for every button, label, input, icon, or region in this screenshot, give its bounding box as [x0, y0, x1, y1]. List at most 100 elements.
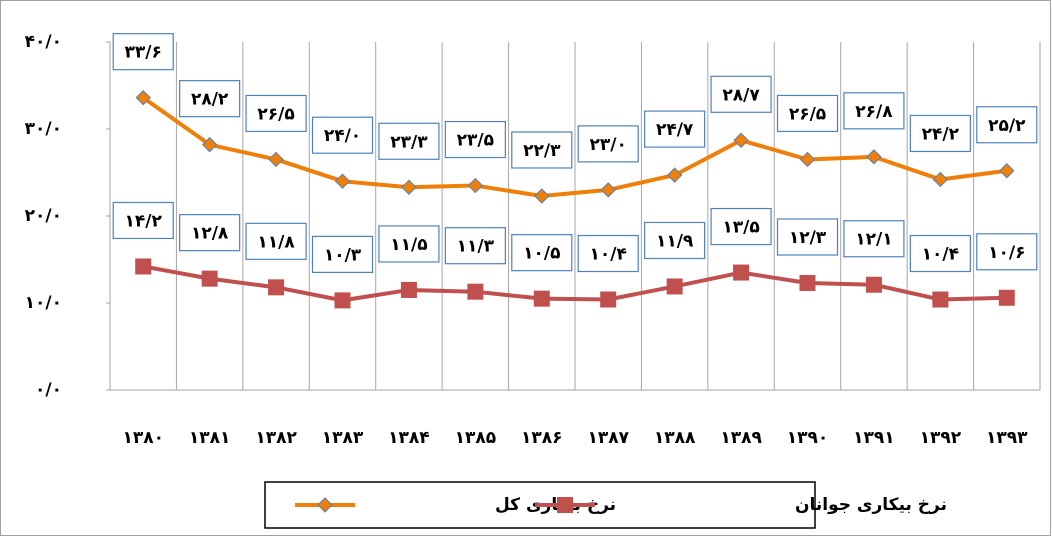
y-tick-label: ۱۰/۰	[25, 293, 62, 313]
data-label: ۱۱/۹	[656, 231, 694, 251]
marker	[268, 279, 285, 296]
marker	[467, 177, 484, 194]
legend-label: نرخ بیکاری جوانان	[795, 495, 947, 515]
data-label-box	[311, 235, 374, 273]
data-label: ۲۴/۰	[324, 126, 361, 146]
marker	[999, 163, 1015, 179]
data-label-box	[644, 110, 706, 148]
x-tick-label: ۱۳۸۹	[720, 428, 762, 448]
data-label-box	[112, 33, 174, 71]
data-label-box	[511, 131, 573, 169]
data-label: ۱۰/۶	[988, 243, 1025, 263]
data-label-box	[776, 94, 839, 133]
marker	[666, 167, 683, 183]
data-label: ۲۳/۵	[457, 131, 494, 151]
marker	[866, 149, 882, 165]
series-line	[142, 264, 1007, 303]
data-label-box	[776, 218, 839, 256]
data-label-box	[378, 225, 440, 263]
x-tick-label: ۱۳۹۲	[920, 428, 962, 448]
data-label-box	[311, 116, 374, 154]
marker	[799, 274, 816, 291]
legend-marker	[557, 497, 573, 513]
data-label: ۱۱/۳	[457, 237, 495, 257]
x-tick-label: ۱۳۸۵	[455, 428, 497, 448]
legend-marker	[317, 497, 333, 513]
marker	[733, 264, 750, 281]
marker	[268, 151, 284, 168]
data-label: ۱۱/۸	[257, 232, 295, 252]
x-tick-label: ۱۳۸۸	[654, 428, 696, 448]
data-label: ۲۳/۰	[590, 135, 627, 155]
data-label: ۲۸/۲	[191, 90, 229, 110]
data-label: ۱۳/۵	[722, 218, 759, 238]
data-label: ۱۰/۳	[324, 245, 362, 265]
y-tick-label: ۲۰/۰	[25, 206, 62, 226]
data-label: ۱۰/۴	[922, 245, 959, 265]
series-line	[142, 96, 1008, 198]
x-tick-label: ۱۳۸۱	[189, 428, 231, 448]
marker	[600, 182, 616, 198]
marker	[334, 292, 351, 309]
data-label-box	[577, 125, 639, 163]
marker	[600, 291, 617, 308]
marker	[135, 89, 151, 106]
x-tick-label: ۱۳۸۳	[322, 428, 364, 448]
data-label: ۲۲/۳	[523, 141, 561, 161]
data-label-box	[843, 220, 905, 258]
data-label-box	[843, 92, 905, 130]
data-label-box	[909, 114, 971, 153]
data-label: ۲۶/۸	[855, 102, 893, 122]
data-label-box	[577, 234, 639, 273]
data-label: ۲۵/۲	[988, 116, 1026, 136]
data-label: ۲۶/۵	[789, 104, 826, 124]
data-label-box	[976, 106, 1038, 144]
data-label-box	[444, 227, 506, 265]
data-label-box	[179, 80, 241, 118]
data-label: ۱۴/۲	[125, 211, 163, 231]
data-label-box	[909, 234, 971, 273]
marker	[401, 179, 417, 195]
data-label-box	[976, 233, 1038, 271]
data-label: ۲۶/۵	[257, 104, 294, 124]
data-label-box	[444, 120, 506, 159]
data-label: ۱۰/۵	[523, 244, 560, 264]
data-label: ۱۰/۴	[590, 245, 627, 265]
marker	[201, 136, 218, 153]
marker	[534, 188, 550, 204]
data-label: ۳۳/۶	[125, 43, 162, 63]
data-label: ۱۲/۱	[855, 230, 892, 250]
marker	[932, 171, 949, 188]
marker	[467, 283, 484, 300]
data-label: ۲۸/۷	[722, 85, 760, 105]
data-label: ۱۲/۸	[191, 224, 229, 244]
marker	[998, 289, 1015, 306]
y-tick-label: ۴۰/۰	[25, 32, 62, 52]
x-tick-label: ۱۳۹۰	[787, 428, 829, 448]
x-tick-label: ۱۳۸۲	[255, 428, 297, 448]
data-label-box	[179, 214, 241, 252]
y-tick-label: ۳۰/۰	[25, 119, 62, 139]
data-label-box	[710, 75, 772, 113]
x-tick-label: ۱۳۸۴	[388, 428, 430, 448]
marker	[334, 173, 351, 189]
marker	[799, 151, 816, 168]
data-label: ۲۳/۳	[390, 132, 428, 152]
marker	[135, 258, 152, 275]
marker	[666, 278, 683, 295]
data-label-box	[378, 122, 440, 160]
data-label-box	[644, 221, 706, 260]
data-label-box	[710, 207, 772, 246]
y-tick-label: ۰/۰	[35, 380, 62, 400]
marker	[201, 270, 218, 287]
data-label-box	[245, 222, 307, 260]
data-label-box	[112, 201, 174, 240]
x-tick-label: ۱۳۸۰	[122, 428, 164, 448]
data-label: ۲۴/۷	[656, 120, 694, 140]
x-tick-label: ۱۳۸۶	[521, 428, 563, 448]
x-tick-label: ۱۳۹۳	[986, 428, 1028, 448]
marker	[400, 281, 417, 298]
data-label: ۱۱/۵	[390, 235, 427, 255]
data-label: ۲۴/۲	[922, 124, 960, 144]
